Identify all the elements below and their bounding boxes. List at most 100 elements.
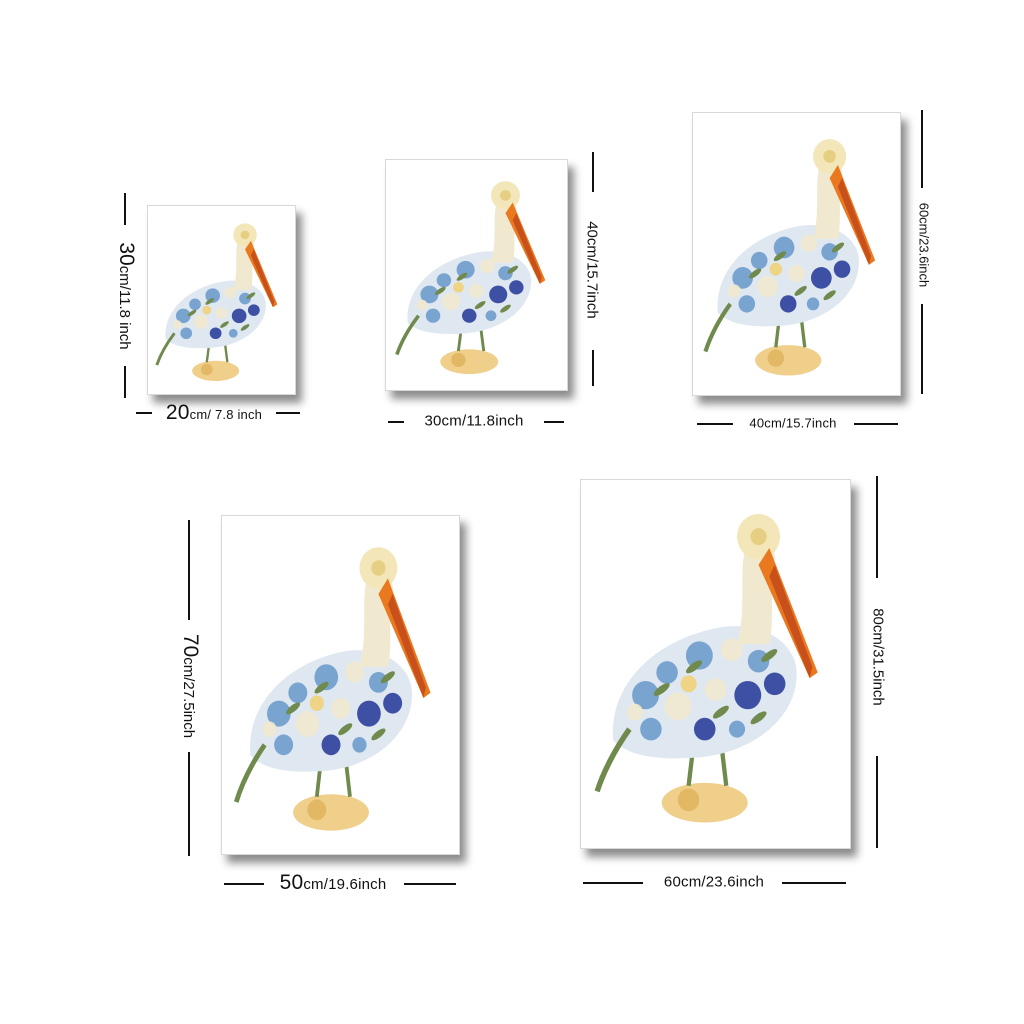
body-flower xyxy=(456,260,475,279)
body-flower xyxy=(331,698,350,719)
width-dimension-line-left xyxy=(388,421,404,423)
print-40x60 xyxy=(692,112,901,396)
body-flower xyxy=(800,234,818,252)
body-flower xyxy=(425,308,441,323)
body-leaf xyxy=(653,683,670,696)
head-flower-center xyxy=(240,230,250,240)
body-leaf xyxy=(371,728,386,741)
width-label-30x40: 30cm/11.8inch xyxy=(424,413,523,430)
tail-leaf xyxy=(233,743,267,803)
height-dimension-line-bottom xyxy=(188,752,190,856)
height-dimension-line-top xyxy=(876,476,878,578)
height-label-40x60: 60cm/23.6inch xyxy=(916,203,933,288)
beak-shade xyxy=(769,564,813,679)
body-flower xyxy=(309,695,324,711)
body-flower xyxy=(442,292,461,311)
body-flower xyxy=(469,283,484,298)
body-flower xyxy=(773,236,795,259)
width-dimension-line-right xyxy=(544,421,564,423)
head-flower-center xyxy=(500,190,511,201)
pelicanArt xyxy=(395,181,546,375)
body-flower xyxy=(383,692,403,714)
width-dimension-line-right xyxy=(782,882,846,884)
width-dimension-line-left xyxy=(136,412,152,414)
base-flower xyxy=(192,360,240,381)
head-flower-center xyxy=(823,149,836,163)
body-flower xyxy=(763,672,786,696)
body-flower xyxy=(462,308,477,323)
height-dimension-line-top xyxy=(188,520,190,620)
tail-leaf xyxy=(594,727,632,793)
body-flower xyxy=(480,259,495,274)
body-flower xyxy=(321,734,341,756)
height-dimension-line-top xyxy=(921,110,923,188)
width-label-big: 20 xyxy=(165,401,190,424)
base-flower-center xyxy=(307,799,327,821)
height-dimension-line-bottom xyxy=(124,366,126,398)
beak-shade xyxy=(250,249,275,308)
body-flower xyxy=(357,700,381,727)
body-leaf xyxy=(314,681,329,694)
body-flower xyxy=(267,700,291,727)
body-leaf xyxy=(380,671,395,684)
body-flower xyxy=(452,282,464,293)
base-flower xyxy=(440,349,499,375)
body-flower xyxy=(779,295,797,313)
print-60x80 xyxy=(580,479,851,849)
height-label-rest: 40cm/15.7inch xyxy=(583,221,601,319)
pelicanArt xyxy=(155,223,278,381)
body-leaf xyxy=(507,265,519,274)
body-flower xyxy=(738,295,756,313)
height-label-big: 30 xyxy=(115,242,138,266)
body-flower xyxy=(274,734,294,756)
body-leaf xyxy=(338,723,353,736)
body-leaf xyxy=(712,705,729,719)
width-label-rest: cm/ 7.8 inch xyxy=(189,407,263,422)
width-label-rest: 60cm/23.6inch xyxy=(663,873,765,891)
tail-leaf xyxy=(703,302,732,353)
width-label-50x70: 50cm/19.6inch xyxy=(280,871,387,895)
height-dimension-line-bottom xyxy=(592,350,594,386)
pelicanArt xyxy=(594,513,818,823)
print-30x40 xyxy=(385,159,568,391)
body-leaf xyxy=(823,290,836,301)
body-flower xyxy=(189,298,201,311)
body-flower xyxy=(728,720,746,738)
height-label-30x40: 40cm/15.7inch xyxy=(584,221,601,319)
body-flower xyxy=(693,717,716,741)
height-label-rest: 80cm/31.5inch xyxy=(869,608,887,706)
body-flower xyxy=(680,675,697,693)
body-leaf xyxy=(474,301,486,310)
height-label-60x80: 80cm/31.5inch xyxy=(870,608,887,706)
body-flower xyxy=(224,286,237,299)
pelicanArt xyxy=(703,139,876,376)
body-flower xyxy=(231,308,247,324)
body-leaf xyxy=(831,242,845,253)
body-flower xyxy=(288,682,308,704)
body-flower xyxy=(728,284,741,298)
width-dimension-line-right xyxy=(854,423,898,425)
body-flower xyxy=(757,275,778,298)
body-flower xyxy=(314,664,339,691)
body-flower xyxy=(180,327,193,340)
height-label-50x70: 70cm/27.5inch xyxy=(178,634,202,738)
print-50x70 xyxy=(221,515,460,855)
body-flower xyxy=(295,711,320,737)
head-flower-center xyxy=(371,560,386,576)
body-flower xyxy=(732,267,754,289)
body-flower xyxy=(509,280,524,295)
height-label-rest: cm/11.8 inch xyxy=(116,265,133,350)
base-flower-center xyxy=(451,352,466,367)
width-dimension-line-left xyxy=(697,423,733,425)
body-flower xyxy=(489,285,508,304)
body-flower xyxy=(810,267,832,289)
body-flower xyxy=(734,680,762,710)
beak-shade xyxy=(387,594,426,698)
width-label-60x80: 60cm/23.6inch xyxy=(664,874,764,891)
body-flower xyxy=(626,703,643,721)
height-label-rest: 60cm/23.6inch xyxy=(916,202,932,288)
body-leaf xyxy=(434,286,446,295)
body-leaf xyxy=(794,285,807,296)
width-dimension-line-left xyxy=(583,882,643,884)
base-flower-center xyxy=(200,363,213,376)
